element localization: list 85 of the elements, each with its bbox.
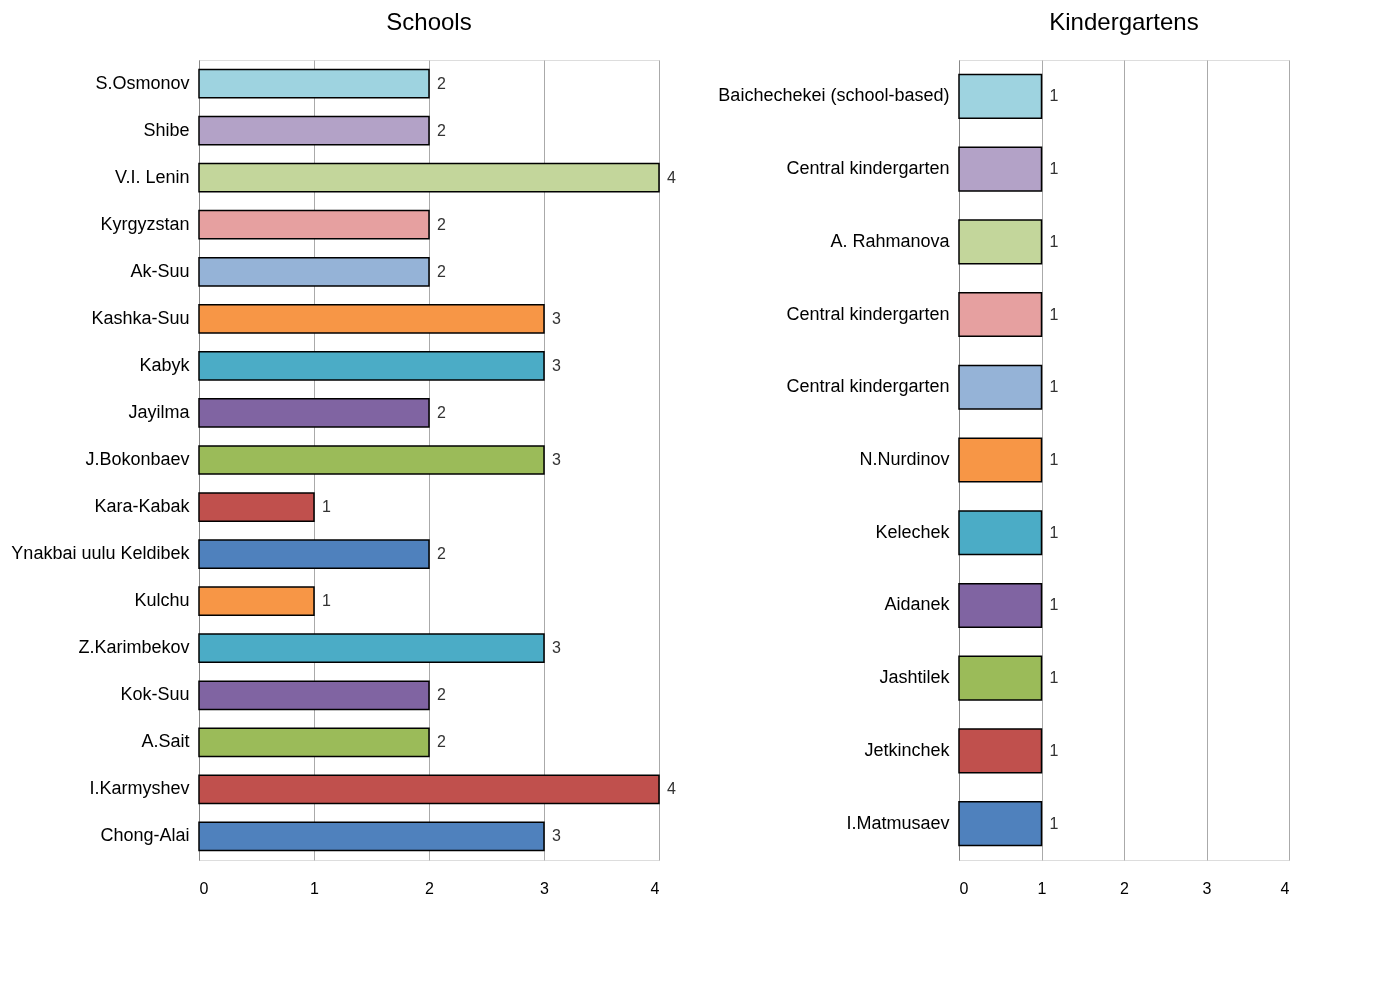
data-label: 1: [1049, 160, 1059, 178]
y-tick-label: Ynakbai uulu Keldibek: [11, 543, 191, 564]
y-tick-label: Jetkinchek: [864, 739, 951, 760]
data-label: 1: [1049, 378, 1059, 396]
bar: [198, 680, 430, 711]
x-tick-label: 2: [1120, 879, 1130, 897]
data-label: 2: [437, 403, 446, 421]
y-tick-label: Central kindergarten: [786, 303, 950, 324]
bar: [198, 445, 545, 475]
y-tick-label: J.Bokonbaev: [85, 449, 190, 469]
y-tick-label: Jayilma: [128, 401, 191, 422]
data-label: 4: [667, 780, 676, 798]
y-tick-label: Central kindergarten: [786, 158, 950, 179]
data-label: 3: [552, 356, 561, 374]
data-label: 1: [322, 592, 331, 610]
data-label: 1: [1049, 596, 1059, 614]
data-label: 1: [1049, 87, 1059, 105]
data-label: 1: [1049, 814, 1059, 832]
y-tick-label: Ak-Suu: [130, 260, 190, 281]
y-tick-label: Baichechekei (school-based): [718, 85, 950, 106]
data-label: 3: [552, 309, 561, 327]
data-label: 2: [437, 121, 446, 139]
bar: [198, 774, 660, 805]
data-label: 1: [322, 498, 331, 516]
x-tick-label: 0: [199, 879, 209, 897]
bar: [198, 633, 545, 664]
chart-title: Schools: [386, 8, 472, 35]
y-tick-label: A.Sait: [141, 731, 190, 752]
x-tick-label: 1: [310, 879, 320, 897]
data-label: 2: [437, 262, 446, 280]
y-tick-label: Kelechek: [875, 521, 951, 542]
bar: [198, 115, 430, 146]
chart-title: Kindergartens: [1049, 8, 1199, 35]
y-tick-label: Aidanek: [884, 594, 951, 615]
data-label: 3: [552, 451, 561, 468]
data-label: 1: [1049, 741, 1059, 759]
bar: [198, 727, 430, 758]
bar: [198, 209, 430, 240]
bar: [198, 68, 430, 99]
data-label: 1: [1049, 523, 1059, 541]
x-tick-label: 4: [650, 879, 660, 897]
y-tick-label: I.Karmyshev: [89, 778, 190, 799]
x-tick-label: 0: [959, 879, 969, 897]
y-tick-label: Chong-Alai: [100, 825, 190, 846]
y-tick-label: Kara-Kabak: [94, 496, 191, 517]
bar: [198, 398, 430, 428]
data-label: 2: [437, 545, 446, 563]
data-label: 1: [1049, 305, 1059, 323]
data-label: 3: [552, 827, 561, 845]
y-tick-label: Jashtilek: [879, 667, 951, 688]
data-label: 1: [1049, 451, 1059, 468]
y-tick-label: S.Osmonov: [95, 72, 190, 93]
data-label: 2: [437, 733, 446, 751]
y-tick-label: Z.Karimbekov: [78, 637, 190, 658]
bar: [198, 303, 545, 334]
data-label: 4: [667, 168, 676, 186]
bar: [198, 492, 315, 522]
x-tick-label: 2: [425, 879, 435, 897]
data-label: 3: [552, 639, 561, 657]
data-label: 1: [1049, 232, 1059, 250]
bar: [198, 586, 315, 617]
y-tick-label: N.Nurdinov: [859, 449, 950, 469]
y-tick-label: I.Matmusaev: [846, 812, 950, 833]
data-label: 2: [437, 215, 446, 233]
data-label: 2: [437, 686, 446, 704]
y-tick-label: Kok-Suu: [120, 684, 190, 705]
x-tick-label: 1: [1037, 879, 1047, 897]
y-tick-label: A. Rahmanova: [830, 230, 951, 251]
data-label: 2: [437, 74, 446, 92]
bar: [198, 539, 430, 569]
x-tick-label: 3: [540, 879, 550, 897]
bar: [198, 256, 430, 287]
y-tick-label: V.I. Lenin: [115, 166, 190, 187]
x-tick-label: 4: [1280, 879, 1290, 897]
bar: [198, 162, 660, 193]
data-label: 1: [1049, 669, 1059, 687]
y-tick-label: Kashka-Suu: [91, 307, 190, 328]
x-tick-label: 3: [1202, 879, 1212, 897]
y-tick-label: Central kindergarten: [786, 376, 950, 397]
y-tick-label: Kyrgyzstan: [100, 213, 190, 234]
y-tick-label: Kulchu: [134, 590, 190, 611]
bar: [198, 821, 545, 852]
y-tick-label: Shibe: [143, 119, 190, 140]
bar: [198, 351, 545, 381]
y-tick-label: Kabyk: [139, 354, 191, 375]
